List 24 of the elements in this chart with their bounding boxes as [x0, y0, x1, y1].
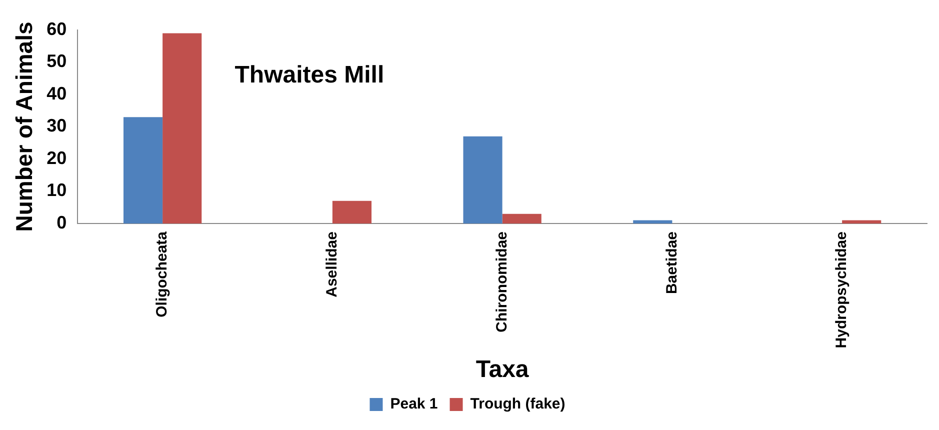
- bar: [502, 214, 542, 224]
- x-tick-label: Oligocheata: [154, 230, 171, 318]
- y-tick-label: 10: [46, 180, 67, 200]
- x-tick-label: Asellidae: [324, 231, 341, 298]
- y-tick-label: 20: [46, 148, 67, 168]
- y-tick-label: 30: [46, 116, 67, 136]
- y-tick-label: 40: [46, 83, 67, 104]
- bar: [162, 33, 202, 224]
- legend-label: Trough (fake): [470, 396, 566, 413]
- y-tick-label: 60: [46, 18, 67, 39]
- bar: [332, 200, 372, 224]
- x-tick-label: Hydropsychidae: [833, 231, 850, 348]
- y-axis-title: Number of Animals: [11, 22, 38, 232]
- x-tick-label: Baetidae: [663, 231, 680, 294]
- y-tick-label: 0: [56, 212, 67, 232]
- bar: [463, 136, 502, 224]
- bar: [633, 220, 672, 224]
- bar: [123, 117, 163, 224]
- bar: [842, 220, 882, 224]
- x-tick-label: Chironomidae: [493, 231, 510, 332]
- legend-label: Peak 1: [390, 396, 438, 413]
- x-axis-title: Taxa: [476, 356, 530, 384]
- text: Thwaites Mill: [234, 62, 384, 89]
- y-tick-label: 50: [46, 51, 67, 72]
